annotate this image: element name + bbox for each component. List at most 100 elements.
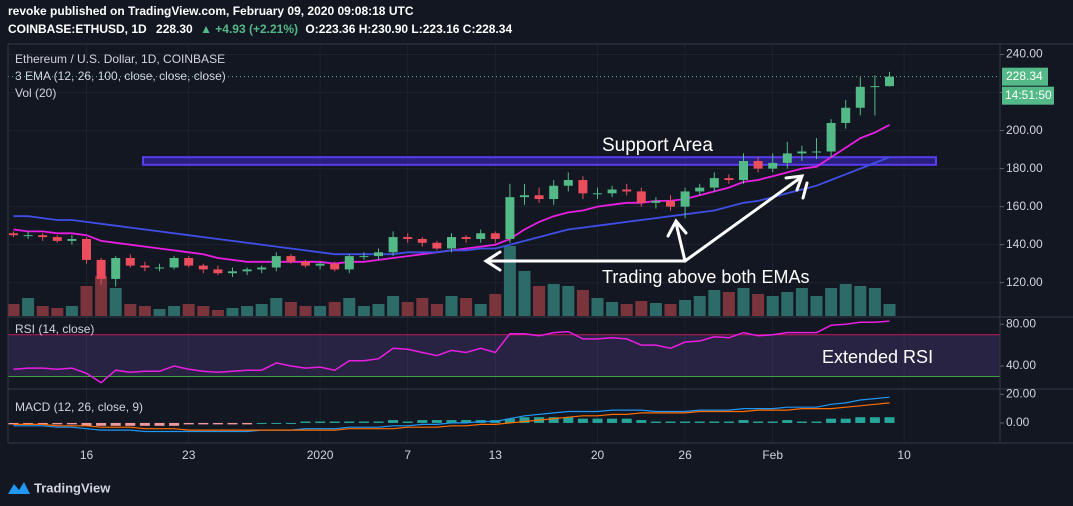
volume-bar <box>416 298 429 316</box>
candle-body <box>9 233 18 236</box>
candle-body <box>359 256 369 258</box>
macd-histogram <box>563 417 574 423</box>
volume-bar <box>168 306 181 316</box>
x-tick-label: Feb <box>762 448 783 462</box>
x-tick-label: 16 <box>80 448 94 462</box>
volume-bar <box>430 304 443 316</box>
macd-histogram <box>23 422 34 425</box>
volume-bar <box>810 296 823 316</box>
volume-bar <box>197 306 210 316</box>
legend-title: Ethereum / U.S. Dollar, 1D, COINBASE <box>15 52 225 66</box>
macd-histogram <box>665 421 676 423</box>
macd-histogram <box>548 417 559 423</box>
macd-histogram <box>37 422 48 425</box>
macd-histogram <box>680 421 691 423</box>
macd-histogram <box>110 422 121 426</box>
macd-histogram <box>431 420 442 423</box>
macd-histogram <box>607 418 618 423</box>
volume-bar <box>445 296 458 316</box>
macd-histogram <box>869 417 880 423</box>
macd-histogram <box>271 422 282 424</box>
macd-histogram <box>315 421 326 423</box>
volume-bar <box>241 306 254 316</box>
change: ▲ +4.93 (+2.21%) <box>200 22 298 36</box>
arrows <box>483 174 809 272</box>
y-tick-label: 240.00 <box>1006 47 1043 61</box>
candle-body <box>768 162 778 169</box>
candle-body <box>111 257 121 279</box>
candle-body <box>301 261 310 266</box>
volume-bar <box>109 288 122 316</box>
macd-histogram <box>373 421 384 423</box>
macd-histogram <box>344 421 355 423</box>
macd-histogram <box>212 422 223 425</box>
macd-histogram <box>636 420 647 423</box>
legend-rsi: RSI (14, close) <box>15 322 94 336</box>
candle-body <box>242 269 252 272</box>
y-tick-label: 120.00 <box>1006 275 1043 289</box>
support-zone <box>142 156 937 166</box>
x-tick-label: 10 <box>897 448 911 462</box>
candle-body <box>739 161 748 181</box>
y-tick-label: 140.00 <box>1006 237 1043 251</box>
candle-body <box>96 259 106 279</box>
legend-volume: Vol (20) <box>15 86 56 100</box>
macd-line <box>13 396 890 433</box>
candle-body <box>841 107 851 123</box>
symbol: COINBASE:ETHUSD, 1D <box>8 22 147 36</box>
volume-bar <box>226 308 239 316</box>
annotation-support: Support Area <box>602 135 713 156</box>
macd-histogram <box>577 418 588 423</box>
candle-body <box>125 257 135 266</box>
volume-bar <box>693 296 706 316</box>
macd-histogram <box>796 421 807 423</box>
volume-bar <box>401 302 414 316</box>
candle-body <box>680 191 690 207</box>
macd-histogram <box>96 422 107 426</box>
macd-histogram <box>402 421 413 423</box>
candle-body <box>23 235 33 237</box>
price: 228.30 <box>156 22 193 36</box>
macd-histogram <box>753 421 764 423</box>
candle-body <box>447 237 456 249</box>
volume-bar <box>51 308 64 316</box>
volume-bar <box>620 304 633 316</box>
candle-body <box>140 265 150 268</box>
volume-bar <box>36 306 49 316</box>
annotation-rsi: Extended RSI <box>822 347 933 367</box>
volume-bar <box>489 294 502 316</box>
candle-body <box>666 200 675 207</box>
published-line: revoke published on TradingView.com, Feb… <box>8 4 414 18</box>
volume-bar <box>766 296 779 316</box>
volume-bar <box>270 298 283 316</box>
volume-bar <box>722 292 735 316</box>
candle-body <box>490 233 500 239</box>
volume-bar <box>737 288 750 316</box>
volume-bar <box>474 304 487 316</box>
volume-bar <box>606 302 619 316</box>
x-tick-label: 20 <box>591 448 605 462</box>
signal-line <box>13 402 890 431</box>
volume-bar <box>503 246 516 316</box>
volume-bar <box>328 302 341 316</box>
candle-body <box>695 187 705 192</box>
macd-histogram <box>417 420 428 423</box>
volume-bar <box>795 288 808 316</box>
volume-bar <box>825 288 838 316</box>
volume-bar <box>65 306 78 316</box>
candle-body <box>461 237 471 239</box>
macd-histogram <box>52 422 63 425</box>
volume-bar <box>255 304 268 316</box>
volume-bar <box>80 286 93 316</box>
volume-bar <box>387 296 400 316</box>
macd-histogram <box>8 422 19 425</box>
macd-histogram <box>169 422 180 426</box>
volume-bar <box>591 298 604 316</box>
volume-bar <box>883 304 896 316</box>
macd-histogram <box>227 422 238 425</box>
macd-histogram <box>782 420 793 423</box>
last-price-box <box>1002 67 1048 86</box>
candle-body <box>855 86 865 108</box>
annotation-emas: Trading above both EMAs <box>602 267 809 287</box>
candle-body <box>271 256 281 268</box>
